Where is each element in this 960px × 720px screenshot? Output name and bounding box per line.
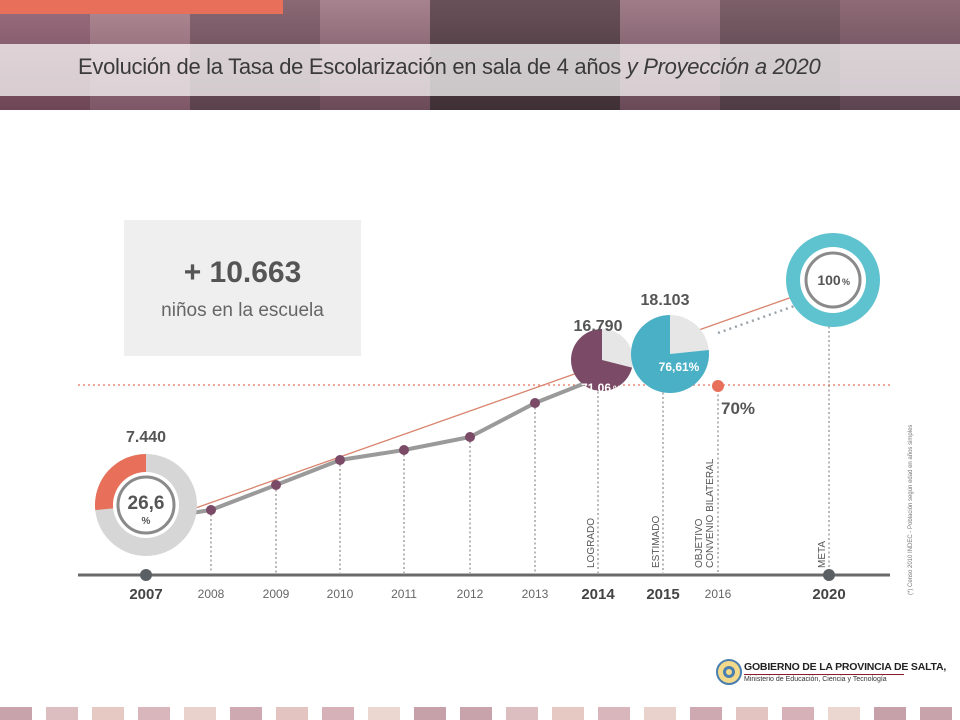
strip-tile xyxy=(644,707,676,720)
year-label-2013: 2013 xyxy=(522,587,549,601)
logo-divider xyxy=(744,674,904,675)
header-banner: Evolución de la Tasa de Escolarización e… xyxy=(0,0,960,110)
pct-label-2015: 76,61% xyxy=(659,360,700,374)
banner-accent-bar xyxy=(0,0,283,14)
stat-caption: niños en la escuela xyxy=(161,300,324,321)
government-logo: GOBIERNO DE LA PROVINCIA DE SALTA, Minis… xyxy=(716,652,946,696)
bottom-decorative-strip xyxy=(0,707,960,720)
strip-tile xyxy=(782,707,814,720)
vertical-label-2016-b: CONVENIO BILATERAL xyxy=(705,458,716,568)
year-label-2010: 2010 xyxy=(327,587,354,601)
stat-number: + 10.663 xyxy=(183,256,302,289)
strip-tile xyxy=(92,707,124,720)
logo-ministry: Ministerio de Educación, Ciencia y Tecno… xyxy=(744,676,887,683)
target-label-2016: 70% xyxy=(721,399,755,418)
chart-title-italic: y Proyección a 2020 xyxy=(626,54,821,79)
pie-2015-rate xyxy=(630,315,709,393)
logo-org-name: GOBIERNO DE LA PROVINCIA DE SALTA, xyxy=(744,661,947,673)
pie-2014-rate xyxy=(570,328,633,391)
strip-tile xyxy=(460,707,492,720)
year-label-2016: 2016 xyxy=(705,587,732,601)
strip-tile xyxy=(230,707,262,720)
title-band xyxy=(0,44,960,96)
value-label-2015: 18.103 xyxy=(641,292,690,309)
year-label-2012: 2012 xyxy=(457,587,484,601)
footnote: (*) Censo 2010 INDEC - Población según e… xyxy=(908,425,914,595)
shield-emblem-icon xyxy=(716,659,742,685)
data-point-2013 xyxy=(530,398,540,408)
year-label-2011: 2011 xyxy=(391,587,417,601)
data-point-2011 xyxy=(399,445,409,455)
strip-tile xyxy=(368,707,400,720)
pct-label-2007: 26,6 xyxy=(128,493,165,514)
pct-unit-2007: % xyxy=(142,516,151,527)
year-label-2008: 2008 xyxy=(198,587,225,601)
strip-tile xyxy=(506,707,538,720)
year-label-2015: 2015 xyxy=(646,586,679,603)
pct-label-2020: 100 xyxy=(817,272,841,288)
chart-title: Evolución de la Tasa de Escolarización e… xyxy=(78,54,821,80)
data-point-2008 xyxy=(206,505,216,515)
strip-tile xyxy=(276,707,308,720)
strip-tile xyxy=(184,707,216,720)
donut-2007-ring xyxy=(116,475,176,535)
pct-unit-2014: % xyxy=(613,384,621,394)
chart-title-main: Evolución de la Tasa de Escolarización e… xyxy=(78,54,621,79)
target-marker-2016 xyxy=(712,380,724,392)
strip-tile xyxy=(322,707,354,720)
vertical-label-2015: ESTIMADO xyxy=(651,516,662,568)
strip-tile xyxy=(46,707,78,720)
strip-tile xyxy=(736,707,768,720)
value-label-2007: 7.440 xyxy=(126,429,166,446)
goal-2020-ring xyxy=(804,251,862,309)
stat-box: + 10.663 niños en la escuela xyxy=(124,220,361,356)
strip-tile xyxy=(874,707,906,720)
strip-tile xyxy=(414,707,446,720)
strip-tile xyxy=(0,707,32,720)
vertical-label-2020: META xyxy=(817,541,828,568)
vertical-label-2016-a: OBJETIVO xyxy=(694,518,705,568)
pct-label-2014: 71,06 xyxy=(581,381,611,395)
strip-tile xyxy=(138,707,170,720)
strip-tile xyxy=(552,707,584,720)
data-point-2009 xyxy=(271,480,281,490)
year-label-2014: 2014 xyxy=(581,586,615,603)
axis-dot-2007 xyxy=(140,569,152,581)
projection-dotted-line xyxy=(717,302,801,335)
strip-tile xyxy=(828,707,860,720)
strip-tile xyxy=(598,707,630,720)
year-label-2007: 2007 xyxy=(129,586,162,603)
data-point-2012 xyxy=(465,432,475,442)
strip-tile xyxy=(690,707,722,720)
vertical-label-2014: LOGRADO xyxy=(586,518,597,568)
axis-dot-2020 xyxy=(823,569,835,581)
data-line xyxy=(145,376,599,522)
year-label-2020: 2020 xyxy=(812,586,845,603)
value-label-2014: 16.790 xyxy=(574,318,623,335)
strip-tile xyxy=(920,707,952,720)
year-label-2009: 2009 xyxy=(263,587,290,601)
data-point-2010 xyxy=(335,455,345,465)
pct-unit-2020: % xyxy=(842,277,850,287)
